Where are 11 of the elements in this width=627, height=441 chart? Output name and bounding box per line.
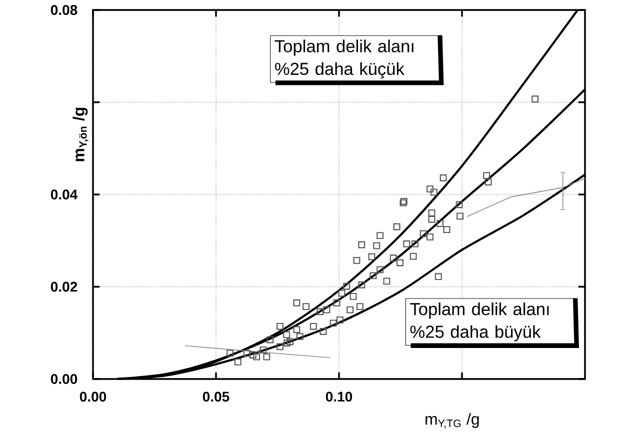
x-tick-label: 0.05: [202, 392, 230, 402]
x-tick-label: 0.10: [326, 392, 352, 402]
y-tick-label: 0.02: [50, 282, 78, 292]
x-tick-label: 0.00: [80, 392, 106, 402]
y-tick-label: 0.00: [50, 374, 78, 384]
y-axis-title: m$_{Y,ön}$ /g: [72, 108, 88, 162]
annotation: Toplam delik alanı %25 daha küçük: [274, 40, 414, 79]
y-tick-label: 0.08: [50, 5, 78, 15]
x-axis-title: m$_{Y,TG}$ /g: [426, 413, 479, 428]
y-tick-label: 0.04: [50, 190, 78, 200]
annotation: Toplam delik alanı %25 daha büyük: [410, 302, 549, 342]
